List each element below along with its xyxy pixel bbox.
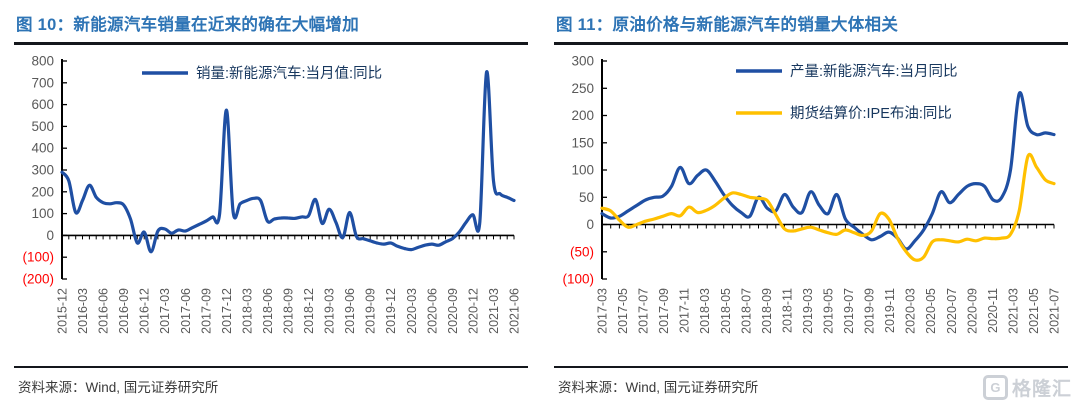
svg-text:2016-06: 2016-06 <box>97 288 111 334</box>
series-line-0 <box>600 91 1056 251</box>
figure-panel-10: 图 10：新能源汽车销量在近来的确在大幅增加 800 700 600 500 400 30… <box>14 16 528 395</box>
svg-text:600: 600 <box>31 97 54 112</box>
svg-text:2020-11: 2020-11 <box>986 288 1000 333</box>
svg-text:2020-03: 2020-03 <box>405 288 419 334</box>
svg-text:300: 300 <box>571 54 594 69</box>
svg-text:100: 100 <box>31 206 54 221</box>
svg-text:2020-05: 2020-05 <box>924 288 938 334</box>
svg-text:250: 250 <box>571 81 594 96</box>
nev-sales-yoy-chart-svg: 800 700 600 500 400 300 200 100 0 (100) (200)2015-… <box>22 54 522 334</box>
svg-text:2021-05: 2021-05 <box>1027 288 1041 334</box>
svg-text:2019-12: 2019-12 <box>384 288 398 334</box>
svg-text:2021-03: 2021-03 <box>1006 288 1020 334</box>
svg-text:2018-09: 2018-09 <box>760 288 774 334</box>
y-axis: 300 250 200 150 100 50 0 (50) (100) <box>562 54 607 287</box>
svg-text:2020-07: 2020-07 <box>945 288 959 334</box>
x-axis: 2015-12 2016-03 2016-06 2016-09 2016-12 2017-… <box>56 234 522 334</box>
legend: 销量:新能源汽车:当月值:同比 <box>142 65 382 82</box>
svg-text:2017-09: 2017-09 <box>657 288 671 334</box>
svg-text:2020-06: 2020-06 <box>425 288 439 334</box>
gelonghui-logo-text: 格隆汇 <box>1011 379 1072 400</box>
gelonghui-logo: G 格隆汇 <box>982 374 1072 401</box>
svg-text:2017-03: 2017-03 <box>158 288 172 334</box>
svg-text:2019-09: 2019-09 <box>863 288 877 334</box>
title-rule <box>14 42 528 45</box>
svg-text:2019-03: 2019-03 <box>801 288 815 334</box>
svg-text:2016-12: 2016-12 <box>138 288 152 334</box>
svg-text:50: 50 <box>579 190 594 205</box>
svg-text:2019-03: 2019-03 <box>323 288 337 334</box>
title-rule <box>554 42 1068 45</box>
source-note: 资料来源：Wind, 国元证券研究所 <box>18 380 219 395</box>
svg-text:2020-03: 2020-03 <box>904 288 918 334</box>
svg-text:2017-09: 2017-09 <box>199 288 213 334</box>
svg-text:2017-06: 2017-06 <box>179 288 193 334</box>
svg-text:2017-12: 2017-12 <box>220 288 234 334</box>
figure-11-title: 图 11：原油价格与新能源汽车的销量大体相关 <box>556 16 899 34</box>
svg-text:(100): (100) <box>562 272 594 287</box>
y-axis: 800 700 600 500 400 300 200 100 0 (100) (200) <box>22 54 67 287</box>
legend-item: 期货结算价:IPE布油:同比 <box>736 105 952 122</box>
x-axis: 2017-03 2017-05 2017-07 2017-09 2017-11 2018-… <box>596 223 1062 334</box>
svg-text:2018-07: 2018-07 <box>739 288 753 334</box>
svg-text:(200): (200) <box>22 272 54 287</box>
svg-text:800: 800 <box>31 54 54 69</box>
svg-text:(50): (50) <box>570 244 594 259</box>
svg-text:200: 200 <box>31 184 54 199</box>
legend-item: 销量:新能源汽车:当月值:同比 <box>142 65 382 82</box>
gelonghui-g-icon: G <box>982 375 1008 400</box>
svg-text:2018-11: 2018-11 <box>780 288 794 333</box>
svg-text:期货结算价:IPE布油:同比: 期货结算价:IPE布油:同比 <box>790 105 952 122</box>
bottom-rule <box>14 366 528 368</box>
svg-text:2021-06: 2021-06 <box>508 288 522 334</box>
svg-text:500: 500 <box>31 119 54 134</box>
svg-text:2018-06: 2018-06 <box>261 288 275 334</box>
svg-text:销量:新能源汽车:当月值:同比: 销量:新能源汽车:当月值:同比 <box>196 65 382 82</box>
svg-text:2017-11: 2017-11 <box>678 288 692 333</box>
source-note: 资料来源：Wind, 国元证券研究所 <box>558 380 759 395</box>
svg-text:2015-12: 2015-12 <box>56 288 70 334</box>
series-line-0 <box>60 70 516 254</box>
svg-text:2016-03: 2016-03 <box>76 288 90 334</box>
svg-text:2016-09: 2016-09 <box>117 288 131 334</box>
svg-text:2018-03: 2018-03 <box>698 288 712 334</box>
svg-text:700: 700 <box>31 75 54 90</box>
svg-text:2019-05: 2019-05 <box>822 288 836 334</box>
svg-text:2017-07: 2017-07 <box>637 288 651 334</box>
svg-text:2020-12: 2020-12 <box>466 288 480 334</box>
svg-text:2019-06: 2019-06 <box>343 288 357 334</box>
svg-text:0: 0 <box>46 228 54 243</box>
svg-text:2019-11: 2019-11 <box>883 288 897 333</box>
svg-text:2021-07: 2021-07 <box>1048 288 1062 334</box>
nev-sales-yoy-chart: 800 700 600 500 400 300 200 100 0 (100) (200) 2015-… <box>14 47 528 345</box>
svg-text:2021-03: 2021-03 <box>487 288 501 334</box>
svg-text:0: 0 <box>586 217 594 232</box>
svg-text:150: 150 <box>571 135 594 150</box>
svg-text:2019-09: 2019-09 <box>364 288 378 334</box>
svg-text:产量:新能源汽车:当月同比: 产量:新能源汽车:当月同比 <box>790 63 958 80</box>
series-line-1 <box>600 152 1056 262</box>
svg-text:2020-09: 2020-09 <box>965 288 979 334</box>
svg-text:2020-09: 2020-09 <box>446 288 460 334</box>
svg-text:2017-03: 2017-03 <box>596 288 610 334</box>
svg-text:100: 100 <box>571 163 594 178</box>
svg-text:300: 300 <box>31 163 54 178</box>
nev-production-vs-brent-chart: 300 250 200 150 100 50 0 (50) (100) 2017-03 2017-0… <box>554 47 1068 345</box>
legend-item: 产量:新能源汽车:当月同比 <box>736 63 958 80</box>
svg-text:2018-03: 2018-03 <box>240 288 254 334</box>
figure-10-title: 图 10：新能源汽车销量在近来的确在大幅增加 <box>16 16 360 34</box>
svg-text:200: 200 <box>571 108 594 123</box>
svg-text:2018-05: 2018-05 <box>719 288 733 334</box>
svg-text:2019-07: 2019-07 <box>842 288 856 334</box>
svg-text:2018-09: 2018-09 <box>282 288 296 334</box>
svg-text:(100): (100) <box>22 250 54 265</box>
svg-text:400: 400 <box>31 141 54 156</box>
svg-text:2018-12: 2018-12 <box>302 288 316 334</box>
svg-text:2017-05: 2017-05 <box>616 288 630 334</box>
figure-panel-11: 图 11：原油价格与新能源汽车的销量大体相关 300 250 200 150 100 50… <box>540 0 1080 405</box>
bottom-rule <box>554 366 1068 368</box>
